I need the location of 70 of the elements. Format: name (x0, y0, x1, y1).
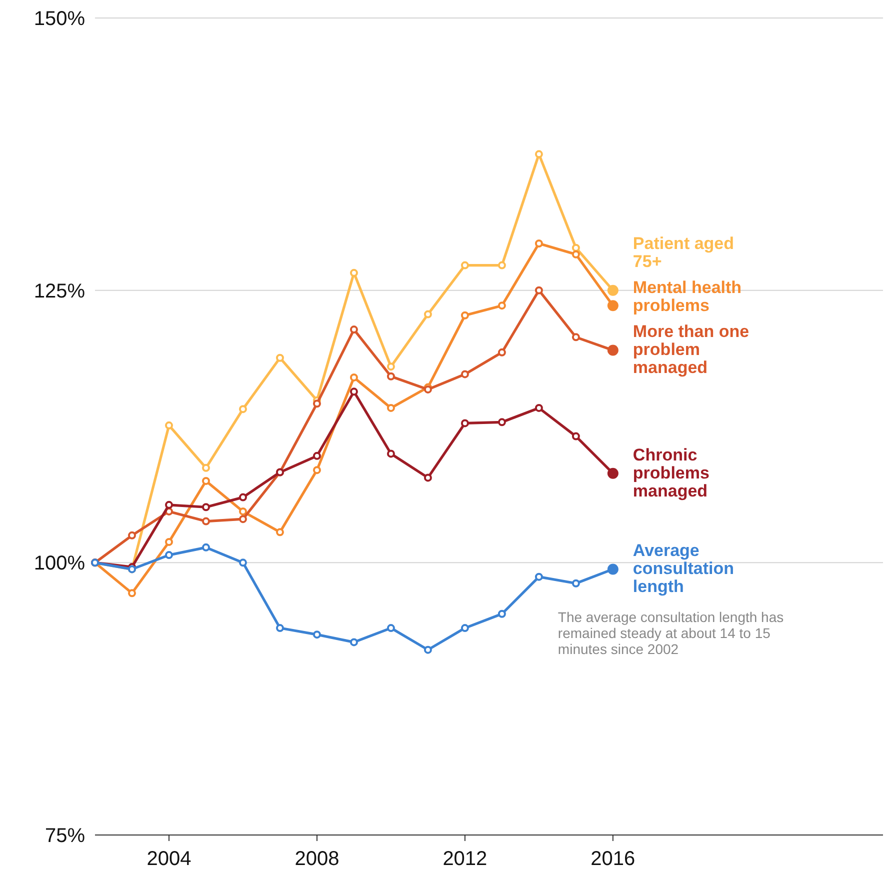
point (164, 551, 173, 560)
series-label: More than one problem managed (632, 322, 750, 378)
point (350, 373, 358, 382)
point (460, 370, 469, 378)
point (202, 476, 210, 485)
point (238, 515, 247, 524)
point (276, 528, 284, 536)
x-tick-label: 2008 (294, 848, 340, 869)
point (238, 507, 247, 516)
point (424, 474, 432, 482)
point (534, 150, 543, 158)
point (498, 302, 506, 310)
point (350, 388, 358, 396)
x-tick-label: 2016 (590, 848, 636, 869)
point (312, 466, 321, 474)
point (164, 421, 173, 430)
point (572, 579, 580, 588)
point (460, 261, 469, 270)
point (238, 558, 247, 567)
point (534, 239, 543, 248)
point (424, 646, 432, 654)
point (386, 362, 395, 371)
x-tick-label: 2004 (146, 848, 192, 869)
point (498, 348, 506, 356)
y-tick-label: 75% (44, 825, 86, 847)
y-tick-label: 100% (34, 552, 86, 575)
point (498, 418, 506, 426)
point (498, 261, 506, 270)
point (202, 464, 210, 472)
point (164, 500, 173, 509)
series-label: Patient aged 75+ (632, 234, 734, 272)
point (312, 630, 321, 639)
series-label: Average consultation length (632, 541, 734, 596)
point (312, 400, 321, 408)
y-tick-label: 125% (34, 280, 86, 302)
point (202, 543, 210, 552)
point (350, 326, 358, 334)
point (164, 538, 173, 546)
point (202, 517, 210, 526)
point (572, 244, 580, 252)
x-tick-label: 2012 (442, 848, 488, 869)
annotation: The average consultation length has remained steady at about 14 to 15 minutes since 2002 (558, 609, 784, 658)
point (572, 333, 580, 342)
point (128, 589, 136, 598)
point (572, 250, 580, 258)
point (276, 354, 284, 362)
point (460, 419, 469, 428)
y-tick-label: 150% (34, 8, 86, 30)
point (460, 624, 469, 632)
point (498, 610, 506, 618)
point (350, 638, 358, 646)
point (202, 503, 210, 512)
point (238, 405, 247, 414)
point (128, 531, 136, 540)
point (534, 286, 543, 294)
point (350, 268, 358, 277)
point (534, 572, 543, 581)
point (572, 432, 580, 440)
point (386, 372, 395, 380)
point (460, 311, 469, 320)
point (424, 310, 432, 318)
point (386, 404, 395, 412)
point (312, 452, 321, 460)
series-label: Mental health problems (632, 278, 742, 316)
point (386, 450, 395, 458)
point (386, 624, 395, 632)
series-label: Chronic problems managed (632, 445, 710, 500)
point (534, 404, 543, 412)
point (238, 493, 247, 502)
point (276, 624, 284, 632)
